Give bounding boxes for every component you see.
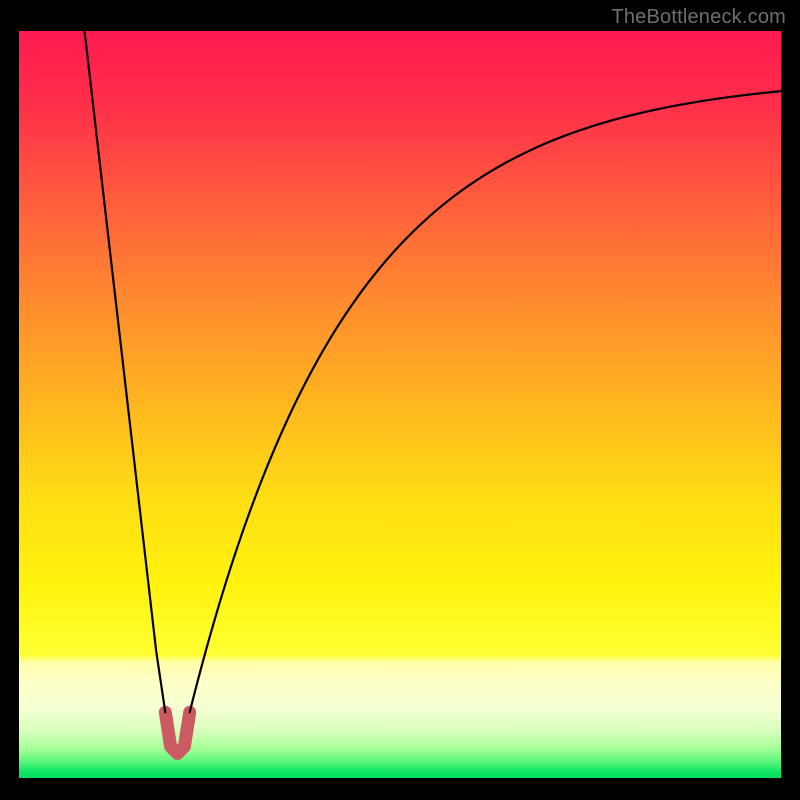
- chart-frame: TheBottleneck.com: [0, 0, 800, 800]
- gradient-background: [19, 31, 781, 778]
- chart-svg: [19, 31, 781, 778]
- watermark-text: TheBottleneck.com: [611, 6, 786, 29]
- plot-area: [19, 31, 781, 778]
